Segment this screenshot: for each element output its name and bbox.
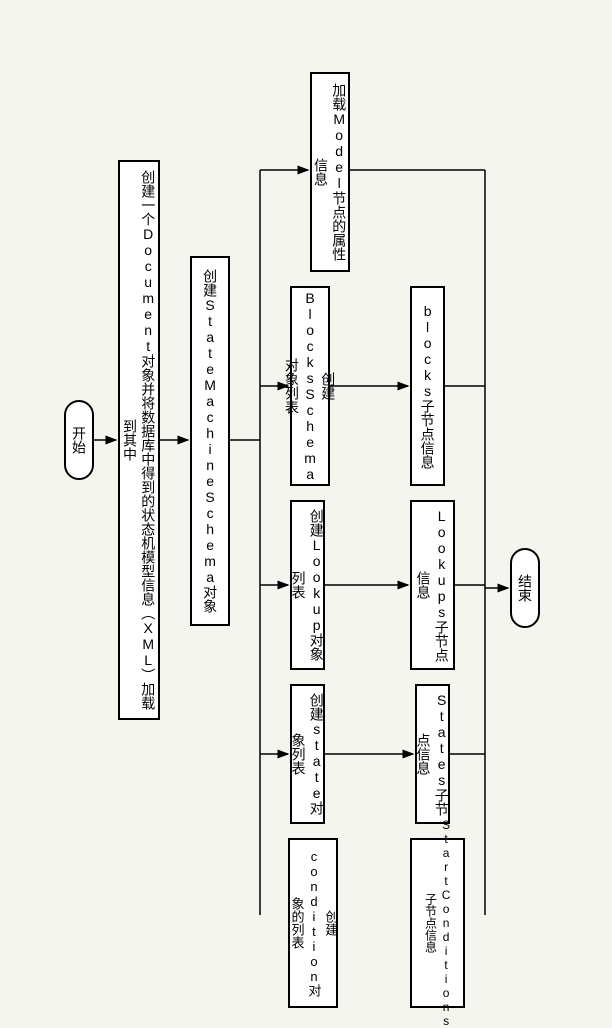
load-model-attr-label: 加载Model节点的属性信息 [312, 80, 348, 264]
create-condition-label: 创建condition对象的列表 [288, 846, 339, 1000]
lookups-child-node: Lookups子节点信息 [410, 500, 455, 670]
start-cond-child-node: StartConditions子节点信息 [410, 838, 465, 1008]
create-sms-node: 创建StateMachineSchema对象 [190, 256, 230, 626]
create-sms-label: 创建StateMachineSchema对象 [201, 269, 219, 613]
load-doc-label: 创建一个Document对象并将数据库中得到的状态机模型信息（XML）加载到其中 [121, 168, 157, 712]
lookups-child-label: Lookups子节点信息 [414, 508, 450, 662]
load-model-attr-node: 加载Model节点的属性信息 [310, 72, 350, 272]
states-child-node: States子节点信息 [415, 684, 450, 824]
create-blocks-label: 创建BlocksSchema对象列表 [283, 290, 338, 482]
start-label: 开始 [69, 426, 89, 454]
create-state-node: 创建state对象列表 [290, 684, 325, 824]
end-label: 结束 [515, 574, 535, 602]
start-cond-child-label: StartConditions子节点信息 [422, 818, 453, 1028]
create-state-label: 创建state对象列表 [289, 692, 325, 816]
states-child-label: States子节点信息 [414, 692, 450, 816]
end-node: 结束 [510, 548, 540, 628]
create-lookup-node: 创建Lookup对象列表 [290, 500, 325, 670]
start-node: 开始 [64, 400, 94, 480]
create-condition-node: 创建condition对象的列表 [288, 838, 338, 1008]
blocks-child-label: blocks子节点信息 [418, 303, 436, 469]
create-blocks-node: 创建BlocksSchema对象列表 [290, 286, 330, 486]
flowchart-container: 开始 创建一个Document对象并将数据库中得到的状态机模型信息（XML）加载… [20, 20, 592, 875]
load-doc-node: 创建一个Document对象并将数据库中得到的状态机模型信息（XML）加载到其中 [118, 160, 160, 720]
create-lookup-label: 创建Lookup对象列表 [289, 508, 325, 662]
blocks-child-node: blocks子节点信息 [410, 286, 445, 486]
